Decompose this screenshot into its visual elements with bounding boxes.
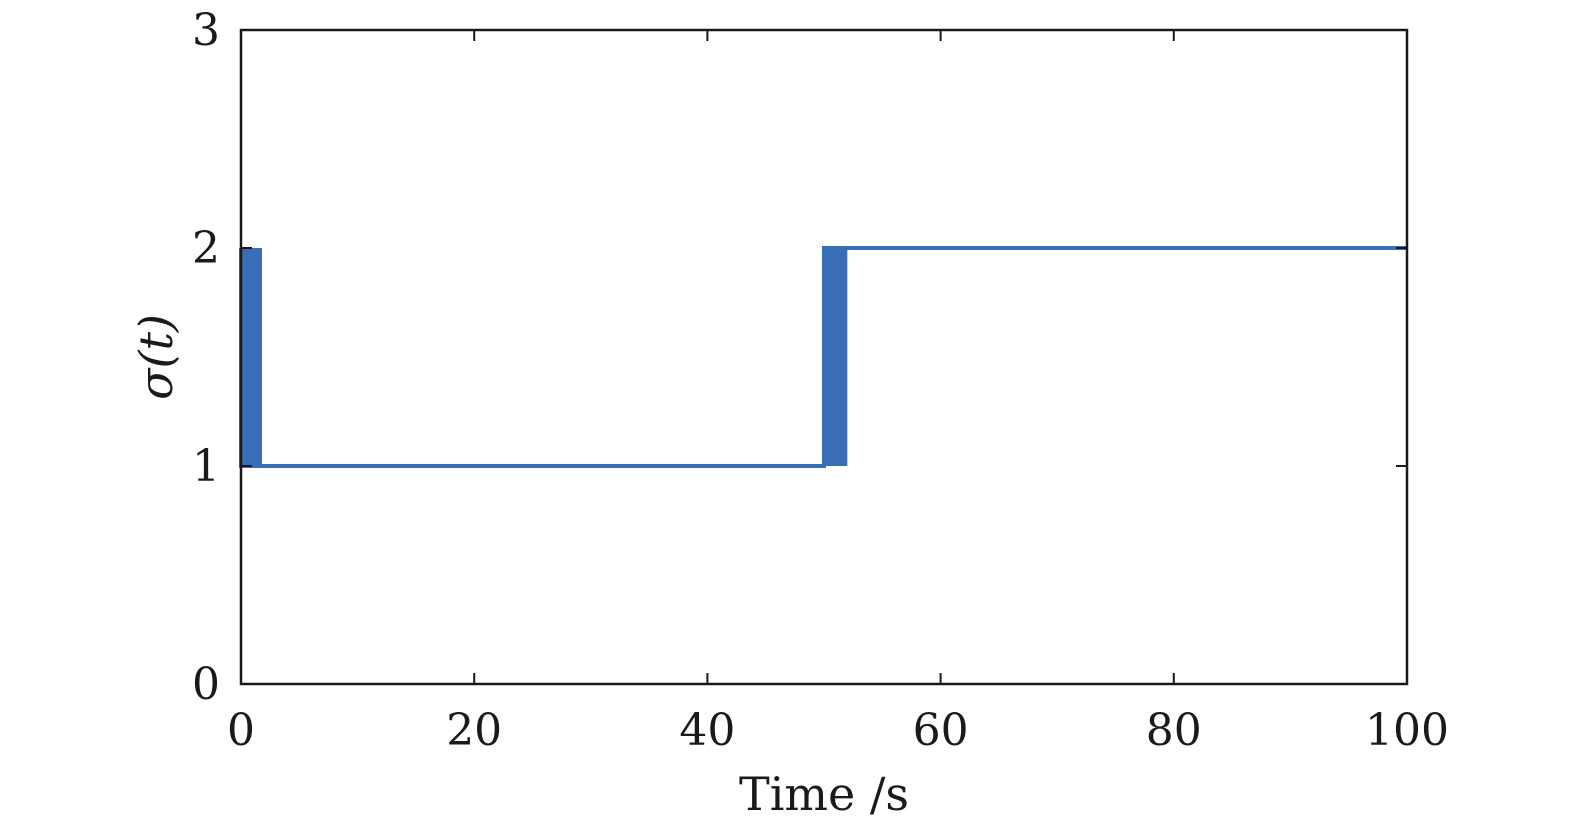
x-tick-label-2: 40 xyxy=(679,705,735,756)
switching-band-1 xyxy=(824,248,848,466)
y-tick-label-3: 3 xyxy=(192,5,220,56)
x-axis-label: Time /s xyxy=(739,767,909,821)
axes-frame xyxy=(239,28,1409,686)
y-axis-label: σ(t) xyxy=(129,314,183,400)
y-tick-label-1: 1 xyxy=(192,441,220,492)
y-tick-label-2: 2 xyxy=(192,223,220,274)
y-tick-labels: 0 1 2 3 xyxy=(192,5,220,710)
switching-band-0 xyxy=(241,248,262,466)
switching-bands xyxy=(241,248,848,466)
x-tick-labels: 0 20 40 60 80 100 xyxy=(227,705,1449,756)
x-tick-label-3: 60 xyxy=(913,705,969,756)
x-tick-label-0: 0 xyxy=(227,705,255,756)
x-tick-label-1: 20 xyxy=(446,705,502,756)
x-tick-label-4: 80 xyxy=(1146,705,1202,756)
x-tick-label-5: 100 xyxy=(1365,705,1449,756)
y-tick-label-0: 0 xyxy=(192,659,220,710)
